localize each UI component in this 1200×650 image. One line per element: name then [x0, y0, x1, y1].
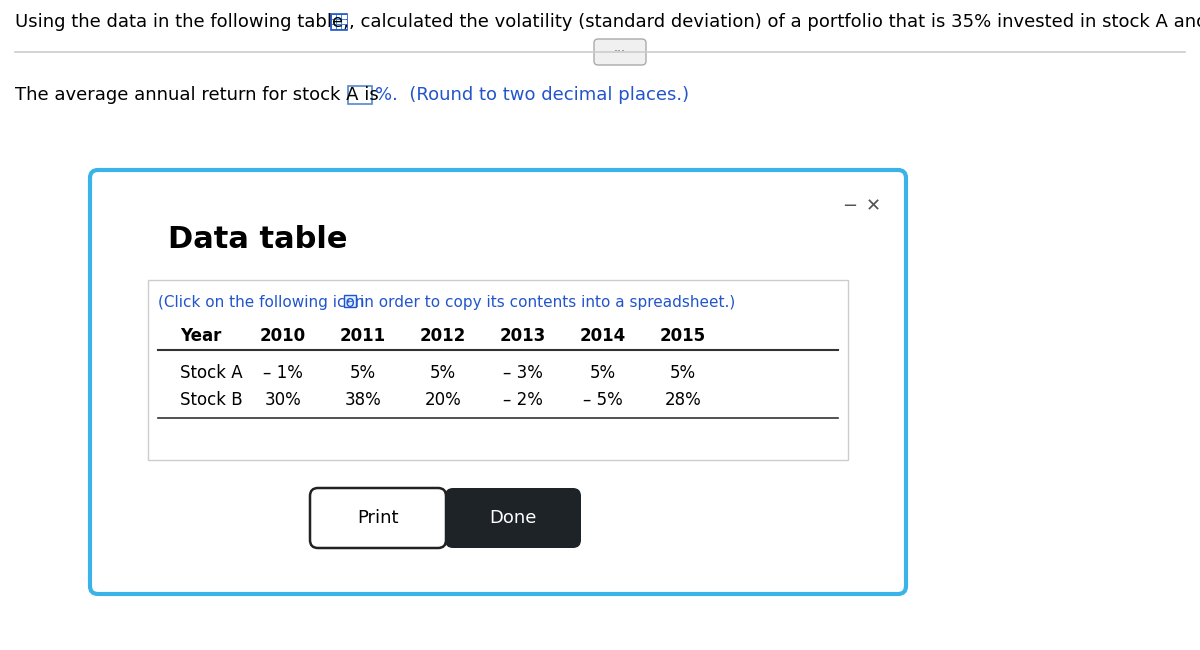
- FancyBboxPatch shape: [342, 20, 347, 24]
- FancyBboxPatch shape: [148, 280, 848, 460]
- FancyBboxPatch shape: [342, 25, 347, 29]
- FancyBboxPatch shape: [594, 39, 646, 65]
- FancyBboxPatch shape: [90, 170, 906, 594]
- Text: ✕: ✕: [865, 197, 881, 215]
- Text: 28%: 28%: [665, 391, 701, 409]
- Text: 2012: 2012: [420, 327, 466, 345]
- Text: 38%: 38%: [344, 391, 382, 409]
- Text: Year: Year: [180, 327, 221, 345]
- Text: Stock B: Stock B: [180, 391, 242, 409]
- Text: Stock A: Stock A: [180, 364, 242, 382]
- FancyBboxPatch shape: [331, 25, 336, 29]
- FancyBboxPatch shape: [331, 14, 336, 19]
- FancyBboxPatch shape: [337, 20, 341, 24]
- FancyBboxPatch shape: [331, 14, 347, 30]
- FancyBboxPatch shape: [342, 14, 347, 19]
- Text: Print: Print: [358, 509, 398, 527]
- FancyBboxPatch shape: [310, 488, 446, 548]
- Text: 2010: 2010: [260, 327, 306, 345]
- Text: 5%: 5%: [590, 364, 616, 382]
- Text: Done: Done: [490, 509, 536, 527]
- Text: 30%: 30%: [265, 391, 301, 409]
- Text: 20%: 20%: [425, 391, 461, 409]
- Text: 5%: 5%: [430, 364, 456, 382]
- Text: 2014: 2014: [580, 327, 626, 345]
- Text: The average annual return for stock A is: The average annual return for stock A is: [14, 86, 379, 104]
- Text: – 3%: – 3%: [503, 364, 542, 382]
- Text: −: −: [842, 197, 858, 215]
- Text: 2015: 2015: [660, 327, 706, 345]
- Text: ↵: ↵: [347, 296, 354, 306]
- Text: Data table: Data table: [168, 226, 348, 255]
- Text: 5%: 5%: [350, 364, 376, 382]
- FancyBboxPatch shape: [331, 20, 336, 24]
- FancyBboxPatch shape: [344, 295, 356, 307]
- FancyBboxPatch shape: [445, 488, 581, 548]
- Text: Using the data in the following table,: Using the data in the following table,: [14, 13, 349, 31]
- FancyBboxPatch shape: [337, 25, 341, 29]
- Text: (Click on the following icon: (Click on the following icon: [158, 294, 365, 309]
- Text: ···: ···: [614, 46, 626, 58]
- Text: 2013: 2013: [500, 327, 546, 345]
- Text: in order to copy its contents into a spreadsheet.): in order to copy its contents into a spr…: [360, 294, 736, 309]
- Text: %.  (Round to two decimal places.): %. (Round to two decimal places.): [374, 86, 689, 104]
- Text: – 2%: – 2%: [503, 391, 542, 409]
- Text: 2011: 2011: [340, 327, 386, 345]
- Text: 5%: 5%: [670, 364, 696, 382]
- Text: – 5%: – 5%: [583, 391, 623, 409]
- FancyBboxPatch shape: [337, 14, 341, 19]
- Text: , calculated the volatility (standard deviation) of a portfolio that is 35% inve: , calculated the volatility (standard de…: [349, 13, 1200, 31]
- Text: – 1%: – 1%: [263, 364, 302, 382]
- FancyBboxPatch shape: [348, 86, 372, 104]
